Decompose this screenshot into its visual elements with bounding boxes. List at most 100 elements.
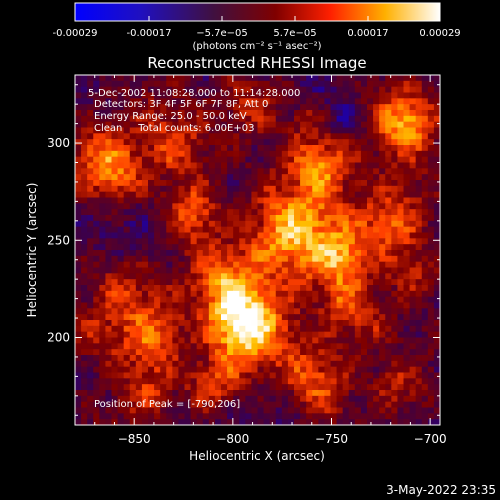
heatmap-cell [385,150,392,158]
heatmap-cell [385,290,392,298]
heatmap-cell [409,98,417,105]
heatmap-cell [75,261,82,269]
heatmap-cell [190,378,198,385]
heatmap-cell [421,360,429,368]
heatmap-cell [227,407,234,414]
heatmap-cell [275,285,283,292]
heatmap-cell [373,360,380,368]
heatmap-cell [379,255,386,263]
heatmap-cell [135,343,143,350]
heatmap-cell [257,366,265,374]
heatmap-cell [148,296,155,304]
heatmap-cell [81,302,88,309]
heatmap-cell [233,349,240,356]
heatmap-cell [75,302,82,309]
heatmap-cell [172,104,180,111]
heatmap-cell [190,395,198,403]
heatmap-cell [245,162,253,169]
heatmap-cell [275,273,283,280]
heatmap-cell [263,366,271,374]
heatmap-cell [117,366,125,374]
heatmap-cell [227,390,234,397]
heatmap-cell [123,331,131,339]
heatmap-cell [367,366,374,374]
heatmap-cell [81,104,88,111]
heatmap-cell [166,115,173,123]
heatmap-cell [93,121,100,129]
heatmap-cell [154,98,161,105]
heatmap-cell [397,372,405,379]
heatmap-cell [275,279,283,286]
heatmap-cell [148,384,155,391]
heatmap-cell [221,261,228,269]
heatmap-cell [123,98,131,105]
heatmap-cell [202,168,210,175]
heatmap-cell [385,232,392,239]
heatmap-cell [99,238,107,245]
heatmap-cell [263,168,271,175]
heatmap-cell [129,92,137,99]
heatmap-cell [178,390,186,397]
heatmap-cell [135,226,143,234]
heatmap-cell [409,185,417,193]
heatmap-cell [294,390,301,397]
heatmap-cell [324,139,332,146]
heatmap-cell [257,115,265,123]
heatmap-cell [379,360,386,368]
heatmap-cell [227,185,234,193]
heatmap-cell [227,133,234,140]
heatmap-cell [239,220,246,228]
heatmap-cell [184,360,192,368]
heatmap-cell [123,185,131,193]
heatmap-cell [281,162,289,169]
heatmap-cell [129,395,137,403]
heatmap-cell [379,139,386,146]
heatmap-cell [245,314,253,321]
heatmap-cell [342,185,350,193]
heatmap-cell [221,110,228,117]
heatmap-cell [281,279,289,286]
heatmap-cell [373,150,380,158]
heatmap-cell [348,121,356,129]
heatmap-cell [172,285,180,292]
heatmap-cell [111,308,119,315]
heatmap-cell [81,220,88,228]
heatmap-cell [324,325,332,333]
heatmap-cell [287,75,295,82]
heatmap-cell [135,145,143,152]
heatmap-cell [421,98,429,105]
heatmap-cell [306,80,313,88]
heatmap-cell [135,250,143,257]
heatmap-cell [135,325,143,333]
heatmap-cell [373,86,380,94]
heatmap-cell [263,197,271,204]
heatmap-cell [373,139,380,146]
heatmap-cell [269,215,277,222]
heatmap-cell [391,115,399,123]
heatmap-cell [135,320,143,327]
heatmap-cell [239,139,246,146]
heatmap-cell [367,162,374,169]
heatmap-cell [324,267,332,274]
heatmap-cell [397,215,405,222]
heatmap-cell [227,232,234,239]
heatmap-cell [208,150,216,158]
heatmap-cell [135,273,143,280]
heatmap-cell [221,314,228,321]
heatmap-cell [105,92,113,99]
heatmap-cell [342,156,350,164]
heatmap-cell [221,337,228,344]
heatmap-cell [275,115,283,123]
heatmap-cell [251,92,259,99]
heatmap-cell [99,355,107,362]
heatmap-cell [190,174,198,181]
heatmap-cell [93,320,100,327]
heatmap-cell [245,75,253,82]
heatmap-cell [221,355,228,362]
heatmap-cell [415,401,423,409]
heatmap-cell [172,139,180,146]
heatmap-cell [336,366,344,374]
heatmap-cell [154,401,161,409]
heatmap-cell [160,378,167,385]
